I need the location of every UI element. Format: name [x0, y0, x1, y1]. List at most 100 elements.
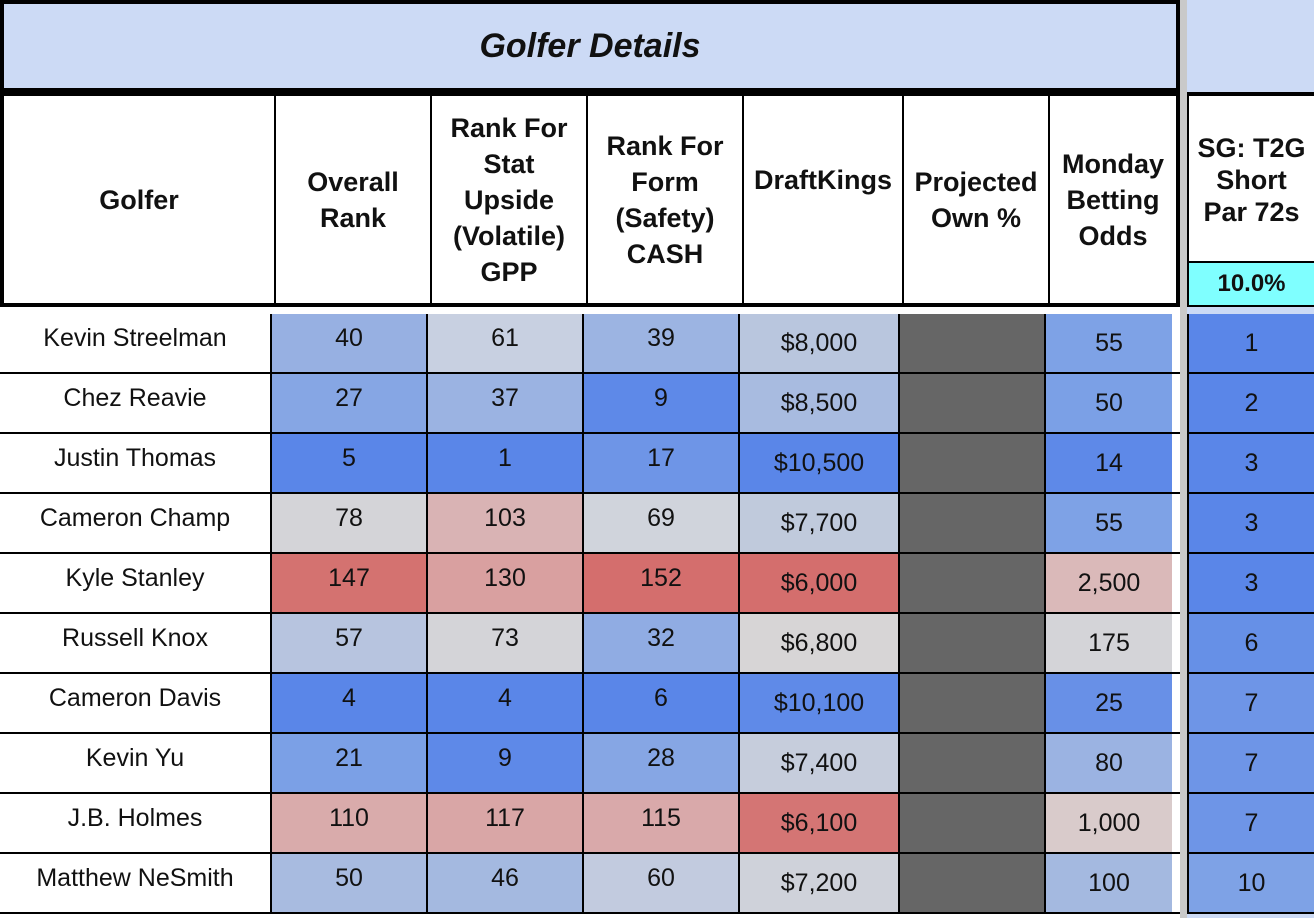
form-safety-cell[interactable]: 115 [584, 794, 740, 852]
header-projected-own[interactable]: Projected Own % [904, 96, 1050, 303]
betting-odds-cell[interactable]: 25 [1046, 674, 1172, 732]
overall-rank-cell[interactable]: 78 [272, 494, 428, 552]
golfer-name-cell[interactable]: Chez Reavie [0, 374, 272, 432]
golfer-name-cell[interactable]: J.B. Holmes [0, 794, 272, 852]
overall-rank-cell[interactable]: 110 [272, 794, 428, 852]
form-safety-cell[interactable]: 9 [584, 374, 740, 432]
table-row[interactable]: Kevin Yu 21 9 28 $7,400 80 [0, 734, 1180, 794]
stat-upside-cell[interactable]: 4 [428, 674, 584, 732]
table-row[interactable]: Russell Knox 57 73 32 $6,800 175 [0, 614, 1180, 674]
golfer-name-cell[interactable]: Kevin Streelman [0, 314, 272, 372]
table-row[interactable]: Kyle Stanley 147 130 152 $6,000 2,500 [0, 554, 1180, 614]
stat-upside-cell[interactable]: 73 [428, 614, 584, 672]
form-safety-cell[interactable]: 152 [584, 554, 740, 612]
sg-t2g-cell[interactable]: 10 [1187, 854, 1314, 914]
table-row[interactable]: Kevin Streelman 40 61 39 $8,000 55 [0, 314, 1180, 374]
stat-upside-cell[interactable]: 9 [428, 734, 584, 792]
overall-rank-cell[interactable]: 5 [272, 434, 428, 492]
betting-odds-cell[interactable]: 14 [1046, 434, 1172, 492]
table-row[interactable]: Matthew NeSmith 50 46 60 $7,200 100 [0, 854, 1180, 914]
table-row[interactable]: J.B. Holmes 110 117 115 $6,100 1,000 [0, 794, 1180, 854]
overall-rank-cell[interactable]: 57 [272, 614, 428, 672]
golfer-name-cell[interactable]: Russell Knox [0, 614, 272, 672]
form-safety-cell[interactable]: 39 [584, 314, 740, 372]
table-row[interactable]: Chez Reavie 27 37 9 $8,500 50 [0, 374, 1180, 434]
projected-own-cell[interactable] [900, 374, 1046, 432]
sg-t2g-cell[interactable]: 2 [1187, 374, 1314, 434]
draftkings-salary-cell[interactable]: $7,200 [740, 854, 900, 912]
golfer-name-cell[interactable]: Justin Thomas [0, 434, 272, 492]
betting-odds-cell[interactable]: 175 [1046, 614, 1172, 672]
form-safety-cell[interactable]: 17 [584, 434, 740, 492]
form-safety-cell[interactable]: 32 [584, 614, 740, 672]
projected-own-cell[interactable] [900, 854, 1046, 912]
projected-own-cell[interactable] [900, 674, 1046, 732]
golfer-name-cell[interactable]: Cameron Champ [0, 494, 272, 552]
draftkings-salary-cell[interactable]: $6,800 [740, 614, 900, 672]
sg-t2g-cell[interactable]: 6 [1187, 614, 1314, 674]
betting-odds-cell[interactable]: 55 [1046, 314, 1172, 372]
header-row: Golfer Overall Rank Rank For Stat Upside… [0, 92, 1180, 307]
projected-own-cell[interactable] [900, 434, 1046, 492]
betting-odds-cell[interactable]: 80 [1046, 734, 1172, 792]
form-safety-cell[interactable]: 69 [584, 494, 740, 552]
form-safety-cell[interactable]: 6 [584, 674, 740, 732]
sg-t2g-cell[interactable]: 7 [1187, 734, 1314, 794]
projected-own-cell[interactable] [900, 314, 1046, 372]
header-form-safety[interactable]: Rank For Form (Safety) CASH [588, 96, 744, 303]
overall-rank-cell[interactable]: 27 [272, 374, 428, 432]
betting-odds-cell[interactable]: 1,000 [1046, 794, 1172, 852]
draftkings-salary-cell[interactable]: $8,000 [740, 314, 900, 372]
overall-rank-cell[interactable]: 147 [272, 554, 428, 612]
projected-own-cell[interactable] [900, 494, 1046, 552]
table-row[interactable]: Cameron Davis 4 4 6 $10,100 25 [0, 674, 1180, 734]
stat-upside-cell[interactable]: 130 [428, 554, 584, 612]
draftkings-salary-cell[interactable]: $8,500 [740, 374, 900, 432]
overall-rank-cell[interactable]: 4 [272, 674, 428, 732]
header-betting-odds[interactable]: Monday Betting Odds [1050, 96, 1176, 303]
sg-t2g-cell[interactable]: 1 [1187, 314, 1314, 374]
betting-odds-cell[interactable]: 2,500 [1046, 554, 1172, 612]
projected-own-cell[interactable] [900, 554, 1046, 612]
draftkings-salary-cell[interactable]: $6,100 [740, 794, 900, 852]
stat-upside-cell[interactable]: 46 [428, 854, 584, 912]
stat-upside-cell[interactable]: 37 [428, 374, 584, 432]
sg-t2g-cell[interactable]: 3 [1187, 494, 1314, 554]
overall-rank-cell[interactable]: 40 [272, 314, 428, 372]
header-stat-upside[interactable]: Rank For Stat Upside (Volatile) GPP [432, 96, 588, 303]
form-safety-cell[interactable]: 28 [584, 734, 740, 792]
projected-own-cell[interactable] [900, 734, 1046, 792]
sg-t2g-cell[interactable]: 3 [1187, 434, 1314, 494]
stat-upside-cell[interactable]: 61 [428, 314, 584, 372]
stat-upside-cell[interactable]: 1 [428, 434, 584, 492]
header-draftkings[interactable]: DraftKings [744, 96, 904, 303]
betting-odds-cell[interactable]: 50 [1046, 374, 1172, 432]
betting-odds-cell[interactable]: 100 [1046, 854, 1172, 912]
header-golfer[interactable]: Golfer [4, 96, 276, 303]
projected-own-cell[interactable] [900, 794, 1046, 852]
draftkings-salary-cell[interactable]: $10,100 [740, 674, 900, 732]
header-overall-rank[interactable]: Overall Rank [276, 96, 432, 303]
golfer-name-cell[interactable]: Kyle Stanley [0, 554, 272, 612]
stat-upside-cell[interactable]: 117 [428, 794, 584, 852]
overall-rank-cell[interactable]: 21 [272, 734, 428, 792]
draftkings-salary-cell[interactable]: $7,400 [740, 734, 900, 792]
betting-odds-cell[interactable]: 55 [1046, 494, 1172, 552]
form-safety-cell[interactable]: 60 [584, 854, 740, 912]
sg-t2g-cell[interactable]: 7 [1187, 674, 1314, 734]
sg-t2g-header[interactable]: SG: T2G Short Par 72s 10.0% [1187, 92, 1314, 307]
golfer-name-cell[interactable]: Kevin Yu [0, 734, 272, 792]
sg-t2g-cell[interactable]: 3 [1187, 554, 1314, 614]
stat-upside-cell[interactable]: 103 [428, 494, 584, 552]
table-row[interactable]: Justin Thomas 5 1 17 $10,500 14 [0, 434, 1180, 494]
projected-own-cell[interactable] [900, 614, 1046, 672]
header-betting-odds-label: Monday Betting Odds [1061, 148, 1164, 251]
table-row[interactable]: Cameron Champ 78 103 69 $7,700 55 [0, 494, 1180, 554]
draftkings-salary-cell[interactable]: $6,000 [740, 554, 900, 612]
golfer-name-cell[interactable]: Matthew NeSmith [0, 854, 272, 912]
draftkings-salary-cell[interactable]: $10,500 [740, 434, 900, 492]
draftkings-salary-cell[interactable]: $7,700 [740, 494, 900, 552]
overall-rank-cell[interactable]: 50 [272, 854, 428, 912]
sg-t2g-cell[interactable]: 7 [1187, 794, 1314, 854]
golfer-name-cell[interactable]: Cameron Davis [0, 674, 272, 732]
